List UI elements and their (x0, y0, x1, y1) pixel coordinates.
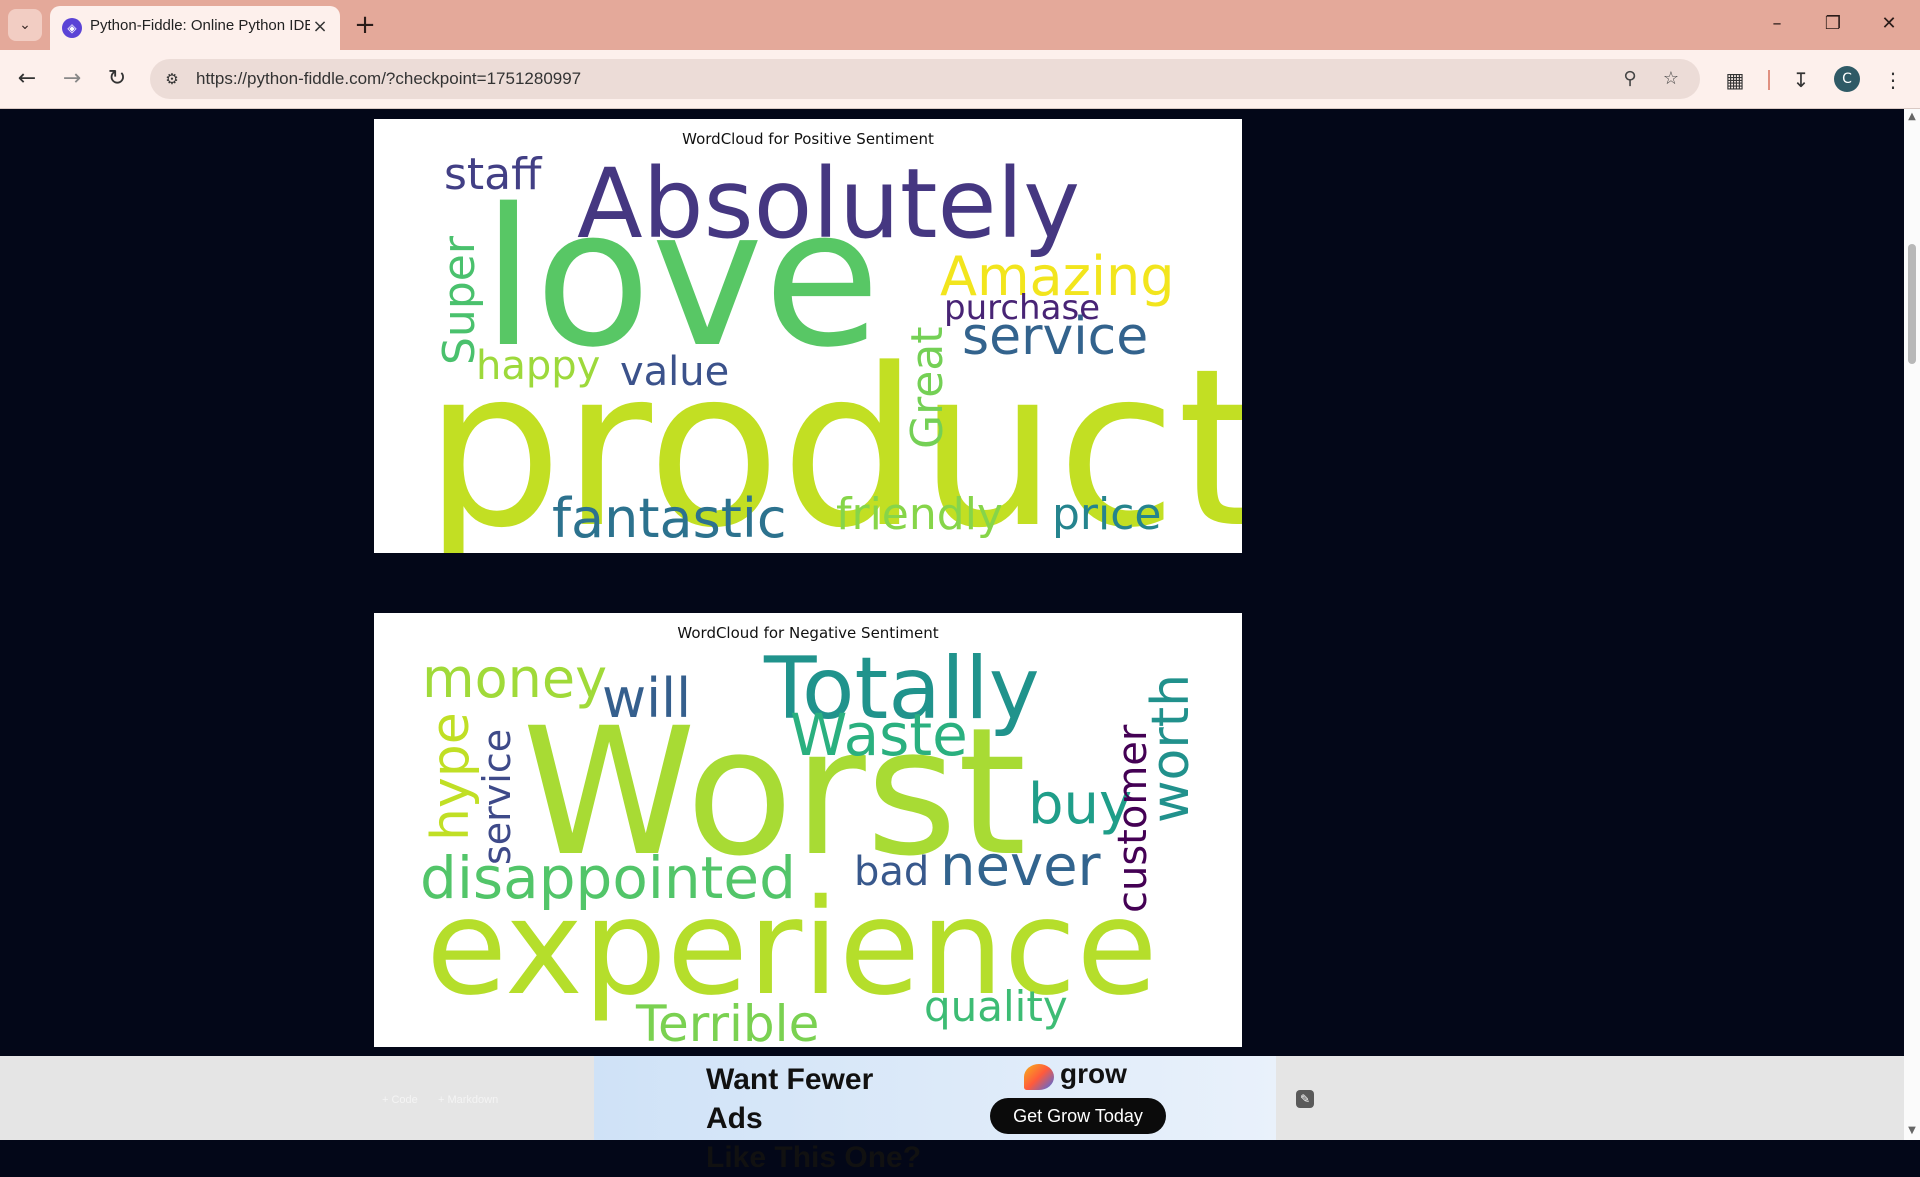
tab-search-chevron-icon[interactable]: ⌄ (8, 9, 42, 41)
download-icon[interactable]: ↧ (1792, 68, 1810, 92)
grow-logo-icon (1024, 1064, 1054, 1090)
word-worst: Worst (522, 690, 1026, 895)
word-product: product (424, 323, 1242, 553)
page-scrollbar[interactable]: ▲ ▼ (1904, 109, 1920, 1140)
word-service-neg: service (475, 729, 519, 865)
site-info-icon[interactable]: ⚙ (165, 70, 179, 88)
browser-toolbar: ← → ↻ ⚙ https://python-fiddle.com/?check… (0, 50, 1920, 109)
tab-close-icon[interactable]: × (312, 16, 328, 37)
word-bad: bad (854, 849, 929, 895)
profile-avatar[interactable]: C (1834, 66, 1860, 92)
restore-icon[interactable]: ❐ (1824, 13, 1842, 34)
word-purchase: purchase (944, 288, 1100, 328)
ad-headline-line-1: Want Fewer Ads (706, 1063, 874, 1135)
word-will: will (602, 667, 691, 730)
scrollbar-thumb[interactable] (1908, 244, 1916, 364)
new-tab-icon[interactable]: + (354, 10, 376, 40)
notebook-output-area: WordCloud for Positive Sentiment product… (0, 109, 1904, 1056)
scroll-up-icon[interactable]: ▲ (1908, 111, 1916, 122)
add-markdown-button[interactable]: + Markdown (438, 1094, 499, 1106)
ad-headline: Want Fewer Ads Like This One? (706, 1060, 926, 1177)
back-icon[interactable]: ← (17, 66, 37, 91)
advertisement-banner[interactable]: Want Fewer Ads Like This One? grow Get G… (594, 1056, 1276, 1174)
word-totally: Totally (763, 639, 1040, 739)
word-price: price (1052, 489, 1162, 540)
python-fiddle-icon: ◈ (62, 18, 82, 38)
scroll-down-icon[interactable]: ▼ (1908, 1125, 1916, 1136)
word-friendly: friendly (836, 489, 1003, 540)
notebook-bottom-bar: + Code + Markdown Want Fewer Ads Like Th… (0, 1056, 1904, 1174)
url-text[interactable]: https://python-fiddle.com/?checkpoint=17… (196, 69, 582, 88)
negative-wordcloud: WordCloud for Negative Sentiment Worst e… (374, 613, 1242, 1047)
positive-wordcloud-title: WordCloud for Positive Sentiment (682, 130, 934, 148)
word-love: love (482, 168, 880, 389)
word-staff: staff (444, 149, 543, 200)
word-customer: customer (1110, 724, 1156, 913)
negative-wordcloud-title: WordCloud for Negative Sentiment (677, 624, 938, 642)
extensions-icon[interactable]: ▦ (1725, 68, 1745, 92)
word-experience: experience (426, 871, 1158, 1025)
word-happy: happy (476, 343, 600, 389)
word-quality: quality (924, 982, 1068, 1031)
ad-brand: grow (1060, 1058, 1127, 1089)
word-fantastic: fantastic (552, 487, 787, 550)
ad-headline-line-2: Like This One? (706, 1141, 922, 1174)
word-worth: worth (1141, 674, 1201, 823)
tab-title: Python-Fiddle: Online Python IDE (90, 17, 310, 34)
word-never: never (940, 834, 1102, 899)
word-waste: Waste (790, 701, 968, 769)
word-terrible: Terrible (635, 995, 819, 1047)
word-great: Great (902, 326, 953, 449)
word-service: service (962, 307, 1148, 367)
bookmark-star-icon[interactable]: ☆ (1662, 68, 1680, 89)
add-code-button[interactable]: + Code (382, 1094, 418, 1106)
word-disappointed: disappointed (420, 844, 796, 912)
reload-icon[interactable]: ↻ (107, 66, 127, 91)
word-amazing: Amazing (940, 245, 1174, 308)
word-super: Super (434, 235, 485, 365)
word-money: money (422, 647, 607, 710)
tab-strip: ⌄ ◈ Python-Fiddle: Online Python IDE × +… (0, 0, 1920, 50)
minimize-icon[interactable]: – (1772, 13, 1782, 34)
address-bar[interactable]: ⚙ https://python-fiddle.com/?checkpoint=… (150, 59, 1700, 99)
word-absolutely: Absolutely (577, 148, 1080, 260)
ad-cta-button[interactable]: Get Grow Today (990, 1098, 1166, 1134)
browser-menu-icon[interactable]: ⋮ (1883, 68, 1903, 92)
close-icon[interactable]: ✕ (1881, 13, 1897, 34)
word-buy: buy (1028, 772, 1132, 837)
edit-pencil-icon[interactable]: ✎ (1296, 1090, 1314, 1108)
toolbar-separator (1768, 70, 1770, 90)
positive-wordcloud: WordCloud for Positive Sentiment product… (374, 119, 1242, 553)
forward-icon[interactable]: → (62, 66, 82, 91)
active-tab[interactable]: ◈ Python-Fiddle: Online Python IDE × (50, 6, 340, 50)
grow-logo: grow (1024, 1058, 1164, 1092)
zoom-icon[interactable]: ⚲ (1623, 68, 1637, 89)
word-value: value (620, 349, 729, 395)
word-hype: hype (421, 712, 481, 841)
